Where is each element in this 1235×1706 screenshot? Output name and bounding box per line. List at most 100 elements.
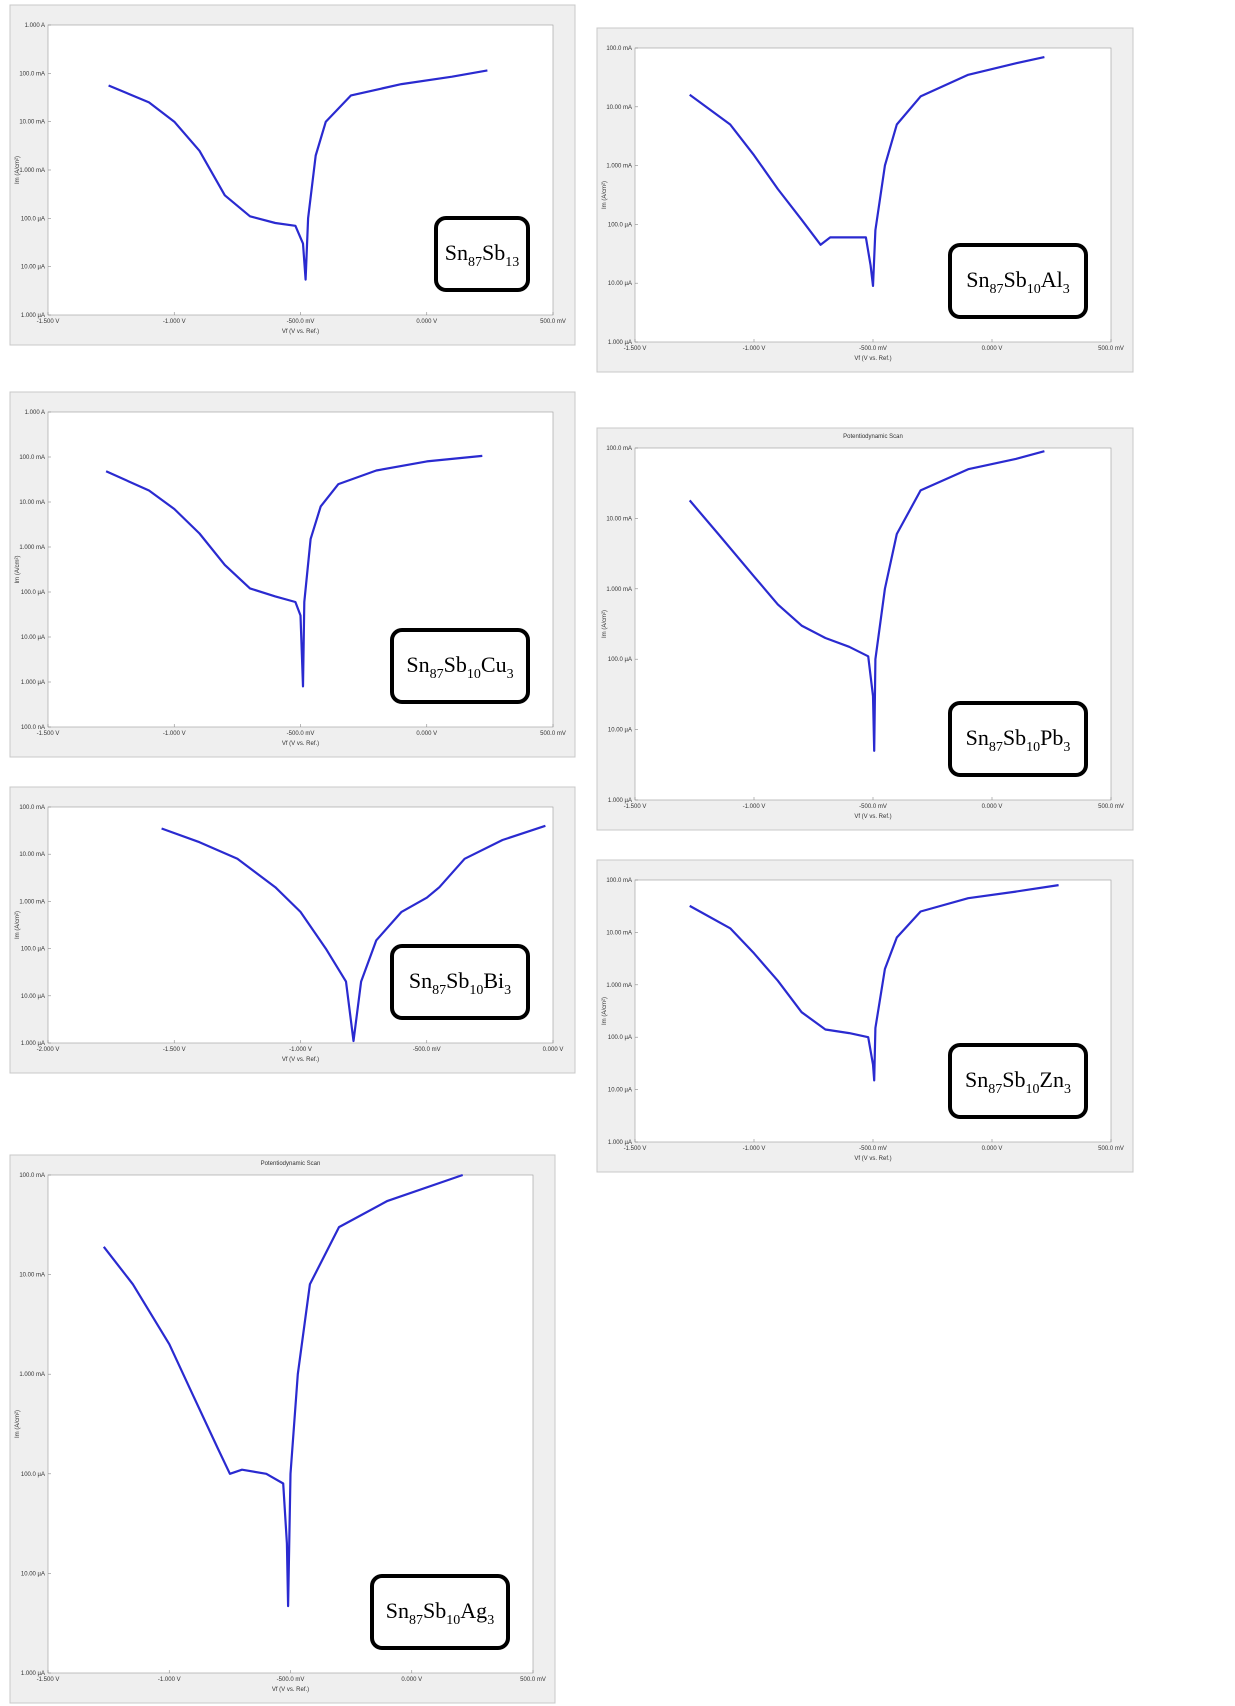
alloy-label-part: Pb: [1040, 725, 1063, 750]
alloy-label-part: Sn: [966, 725, 989, 750]
y-tick-label: 10.00 mA: [19, 1273, 45, 1279]
label-box: [434, 216, 530, 292]
x-tick-label: 0.000 V: [982, 1146, 1003, 1152]
x-tick-label: -500.0 mV: [287, 731, 315, 737]
alloy-label-part: Sn: [406, 652, 429, 677]
alloy-label-part: 3: [507, 667, 514, 682]
x-axis-label: Vf (V vs. Ref.): [282, 741, 319, 747]
y-tick-label: 10.00 µA: [21, 994, 45, 1000]
y-tick-label: 1.000 µA: [21, 1671, 45, 1677]
x-tick-label: 0.000 V: [401, 1677, 422, 1683]
y-tick-label: 100.0 mA: [19, 805, 45, 811]
x-tick-label: 0.000 V: [543, 1047, 564, 1053]
alloy-label-part: Sb: [1002, 1067, 1025, 1092]
y-tick-label: 10.00 mA: [19, 852, 45, 858]
x-tick-label: -1.000 V: [289, 1047, 312, 1053]
x-tick-label: 0.000 V: [416, 731, 437, 737]
y-tick-label: 1.000 µA: [21, 680, 45, 686]
alloy-label-part: 87: [409, 1613, 423, 1628]
x-tick-label: -500.0 mV: [277, 1677, 305, 1683]
y-axis-label: Im (A/cm²): [602, 181, 608, 209]
x-axis-label: Vf (V vs. Ref.): [282, 1057, 319, 1063]
y-tick-label: 1.000 µA: [608, 340, 632, 346]
x-tick-label: -500.0 mV: [413, 1047, 441, 1053]
x-tick-label: 0.000 V: [982, 804, 1003, 810]
x-tick-label: 0.000 V: [416, 319, 437, 325]
y-axis-label: Im (A/cm²): [15, 1410, 21, 1438]
x-axis-label: Vf (V vs. Ref.): [272, 1687, 309, 1693]
x-axis-label: Vf (V vs. Ref.): [854, 356, 891, 362]
y-tick-label: 100.0 mA: [19, 1173, 45, 1179]
x-tick-label: -1.500 V: [624, 346, 647, 352]
y-tick-label: 100.0 mA: [19, 455, 45, 461]
y-tick-label: 100.0 mA: [606, 878, 632, 884]
curve: [689, 56, 1045, 287]
x-tick-label: -1.000 V: [163, 319, 186, 325]
curve: [161, 824, 546, 1043]
y-tick-label: 1.000 µA: [21, 313, 45, 319]
chart-title: Potentiodynamic Scan: [843, 434, 903, 440]
y-tick-label: 1.000 µA: [608, 798, 632, 804]
alloy-label-part: 10: [1027, 282, 1041, 297]
alloy-label: Sn87Sb10Cu3: [406, 652, 513, 682]
alloy-label-part: Sb: [1003, 725, 1026, 750]
y-tick-label: 1.000 µA: [21, 1041, 45, 1047]
alloy-label-part: 3: [1064, 1082, 1071, 1097]
alloy-label: Sn87Sb13: [445, 240, 520, 270]
y-tick-label: 1.000 mA: [19, 1372, 45, 1378]
alloy-label-part: 3: [504, 983, 511, 998]
x-tick-label: -500.0 mV: [859, 804, 887, 810]
x-tick-label: -1.000 V: [158, 1677, 181, 1683]
x-tick-label: 500.0 mV: [540, 319, 566, 325]
label-box: [948, 243, 1088, 319]
alloy-label-part: Sb: [444, 652, 467, 677]
alloy-label-part: Sn: [966, 267, 989, 292]
alloy-label-part: Al: [1041, 267, 1063, 292]
y-tick-label: 100.0 mA: [19, 71, 45, 77]
x-axis-label: Vf (V vs. Ref.): [854, 814, 891, 820]
alloy-label: Sn87Sb10Zn3: [965, 1067, 1071, 1097]
x-tick-label: -1.500 V: [37, 1677, 60, 1683]
x-tick-label: -1.500 V: [624, 804, 647, 810]
alloy-label: Sn87Sb10Bi3: [409, 968, 511, 998]
curve: [689, 884, 1059, 1082]
label-box: [370, 1574, 510, 1650]
alloy-label-part: 87: [468, 255, 482, 270]
alloy-label-part: Sb: [446, 968, 469, 993]
alloy-label-part: 13: [505, 255, 519, 270]
alloy-label-part: Sb: [423, 1598, 446, 1623]
alloy-label-part: Sn: [386, 1598, 409, 1623]
alloy-label-part: Cu: [481, 652, 507, 677]
alloy-label-part: Ag: [460, 1598, 487, 1623]
y-tick-label: 1.000 µA: [608, 1140, 632, 1146]
alloy-label-part: 10: [1026, 1082, 1040, 1097]
y-tick-label: 1.000 A: [25, 410, 45, 416]
y-tick-label: 1.000 mA: [606, 164, 632, 170]
alloy-label-part: 10: [1026, 740, 1040, 755]
y-axis-label: Im (A/cm²): [602, 997, 608, 1025]
curve: [688, 450, 1045, 752]
y-tick-label: 1.000 mA: [19, 899, 45, 905]
alloy-label-part: Sn: [409, 968, 432, 993]
x-axis-label: Vf (V vs. Ref.): [854, 1156, 891, 1162]
x-tick-label: 500.0 mV: [1098, 1146, 1124, 1152]
y-tick-label: 100.0 mA: [606, 446, 632, 452]
y-axis-label: Im (A/cm²): [15, 911, 21, 939]
label-box: [390, 944, 530, 1020]
y-tick-label: 10.00 µA: [21, 265, 45, 271]
alloy-label-part: 87: [430, 667, 444, 682]
x-axis-label: Vf (V vs. Ref.): [282, 329, 319, 335]
y-axis-label: Im (A/cm²): [15, 556, 21, 584]
x-tick-label: -500.0 mV: [287, 319, 315, 325]
y-tick-label: 100.0 mA: [606, 46, 632, 52]
x-tick-label: -1.000 V: [743, 346, 766, 352]
alloy-label-part: 87: [989, 740, 1003, 755]
alloy-label-part: Sb: [482, 240, 505, 265]
label-box: [948, 701, 1088, 777]
y-tick-label: 1.000 mA: [19, 545, 45, 551]
x-tick-label: 500.0 mV: [540, 731, 566, 737]
y-tick-label: 10.00 µA: [608, 1088, 632, 1094]
alloy-label: Sn87Sb10Al3: [966, 267, 1070, 297]
alloy-label-part: Sn: [965, 1067, 988, 1092]
curve: [102, 1173, 464, 1608]
